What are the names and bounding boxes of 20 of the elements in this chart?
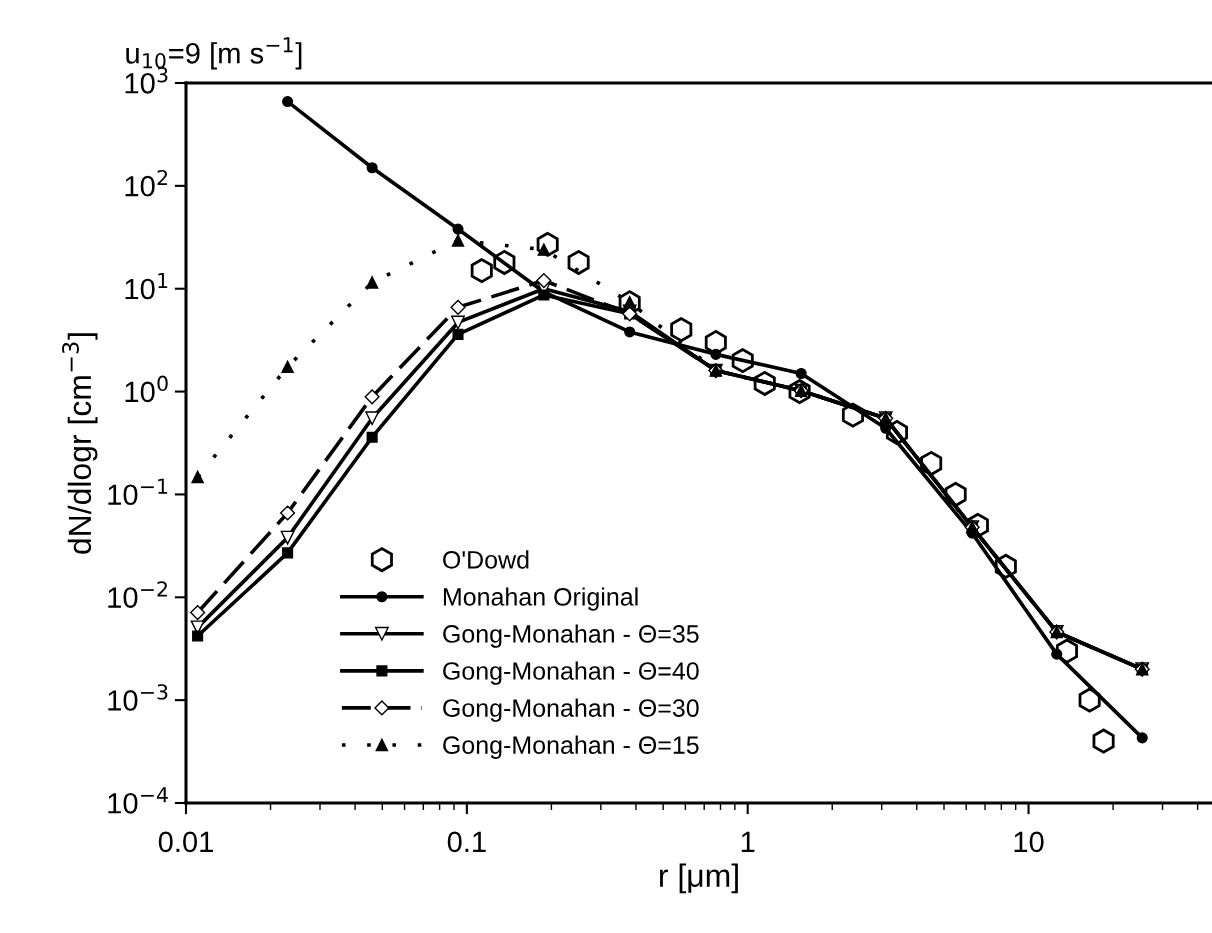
x-tick-label: 10 (1014, 831, 1044, 853)
x-tick-label: 0.01 (158, 831, 213, 853)
legend-label: Gong-Monahan - Θ=15 (443, 735, 699, 759)
chart-title: u$_{10}$=9 [m s$^{−1}$] (126, 37, 302, 70)
y-tick-label: 10$^{−4}$ (108, 787, 168, 814)
y-tick-label: 10$^{0}$ (125, 375, 168, 403)
legend-label: Monahan Original (443, 587, 638, 611)
y-tick-label: 10$^{1}$ (125, 273, 168, 300)
y-tick-label: 10$^{−2}$ (108, 581, 167, 608)
legend-label: Gong-Monahan - Θ=30 (443, 698, 699, 722)
legend-label: Gong-Monahan - Θ=35 (443, 624, 699, 648)
x-tick-label: 0.1 (447, 831, 486, 853)
y-tick-label: 10$^{−1}$ (108, 478, 168, 506)
y-tick-label: 10$^{2}$ (125, 169, 168, 197)
legend-label: O'Dowd (443, 550, 529, 569)
x-axis-title: r [μm] (659, 863, 738, 894)
x-tick-label: 1 (741, 831, 755, 852)
y-axis-title: dN/dlogr [cm$^{−3}$] (62, 333, 98, 554)
y-tick-label: 10$^{−3}$ (108, 684, 168, 711)
legend-label: Gong-Monahan - Θ=40 (443, 661, 699, 685)
